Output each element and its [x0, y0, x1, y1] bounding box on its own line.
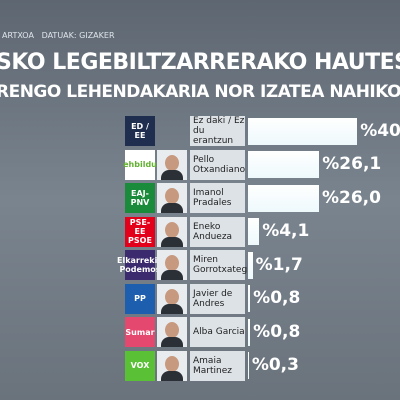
candidate-photo: [157, 149, 187, 180]
value-label: %4,1: [262, 221, 310, 241]
candidate-photo: [157, 317, 187, 347]
bar: [248, 251, 253, 279]
value-label: %26,1: [322, 154, 382, 174]
party-logo: PSE-EE PSOE: [125, 216, 155, 247]
bar: [248, 352, 249, 379]
category-label: Eneko Andueza: [190, 216, 245, 247]
category-label: Imanol Pradales: [190, 183, 245, 213]
value-label: %0,8: [253, 288, 301, 308]
party-logo: ED / EE: [125, 116, 155, 146]
category-label: Miren Gorrotxategi: [190, 250, 250, 280]
bar: [248, 151, 320, 178]
candidate-photo: [157, 250, 187, 280]
category-label: Javier de Andres: [190, 283, 245, 314]
category-label: Alba Garcia: [190, 317, 245, 347]
value-label: %26,0: [321, 187, 381, 208]
bar: [248, 285, 251, 312]
party-logo: Elkarrekin Podemos: [117, 250, 163, 280]
value-label: %0,8: [253, 321, 301, 342]
subtitle: RENGO LEHENDAKARIA NOR IZATEA NAHIKO ZEN…: [0, 82, 400, 102]
bar: [248, 117, 358, 145]
source: ARTXOA DATUAK: GIZAKER: [2, 31, 115, 40]
title: SKO LEGEBILTZARRERAKO HAUTESKUN: [0, 50, 400, 75]
candidate-photo: [157, 183, 187, 213]
bar: [248, 318, 251, 346]
party-logo: EAJ-PNV: [125, 183, 155, 213]
category-label: Pello Otxandiano: [190, 149, 245, 180]
candidate-photo: [157, 283, 187, 314]
party-logo: VOX: [125, 350, 155, 381]
candidate-photo: [157, 216, 187, 247]
bar: [248, 184, 319, 212]
value-label: %0,3: [251, 355, 299, 375]
bar: [248, 218, 260, 245]
candidate-photo: [157, 350, 187, 381]
value-label: %1,7: [255, 254, 303, 275]
category-label: Amaia Martinez: [190, 350, 245, 381]
value-label: %40: [360, 120, 400, 141]
party-logo: PP: [125, 283, 155, 314]
party-logo: ehbildu: [123, 149, 157, 180]
category-label: Ez daki / Ez du erantzun: [190, 116, 245, 146]
party-logo: Sumar: [125, 317, 155, 347]
